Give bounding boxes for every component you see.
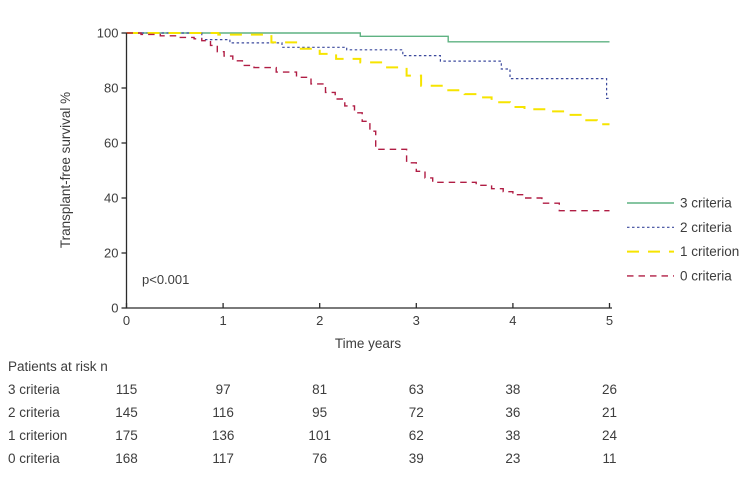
survival-curves — [126, 32, 610, 212]
x-tick-label: 3 — [413, 313, 420, 328]
curve-0-criteria — [126, 32, 610, 212]
y-tick-label: 100 — [97, 26, 119, 41]
y-tick-label: 80 — [104, 81, 118, 96]
y-tick-label: 0 — [111, 301, 118, 316]
axis-lines — [125, 33, 612, 309]
chart-legend: 3 criteria 2 criteria 1 criterion 0 criteri… — [627, 196, 739, 283]
y-axis-title: Transplant-free survival % — [58, 92, 73, 248]
x-tick-label: 4 — [509, 313, 516, 328]
x-tick-label: 5 — [606, 313, 613, 328]
curve-2-criteria — [126, 32, 610, 99]
x-tick-label: 0 — [123, 313, 130, 328]
legend-label: 3 criteria — [680, 196, 732, 211]
p-value-annotation: p<0.001 — [142, 272, 189, 287]
legend-label: 2 criteria — [680, 220, 732, 235]
axes: 0 1 2 3 4 5 0 20 40 60 80 100 — [97, 26, 613, 329]
curve-3-criteria — [126, 32, 610, 43]
y-tick-label: 20 — [104, 246, 118, 261]
curve-1-criterion — [126, 32, 610, 126]
y-tick-label: 40 — [104, 191, 118, 206]
x-tick-label: 2 — [316, 313, 323, 328]
legend-label: 1 criterion — [680, 244, 739, 259]
legend-label: 0 criteria — [680, 268, 732, 283]
x-axis-title: Time years — [335, 336, 402, 351]
y-tick-label: 60 — [104, 136, 118, 151]
x-tick-label: 1 — [219, 313, 226, 328]
